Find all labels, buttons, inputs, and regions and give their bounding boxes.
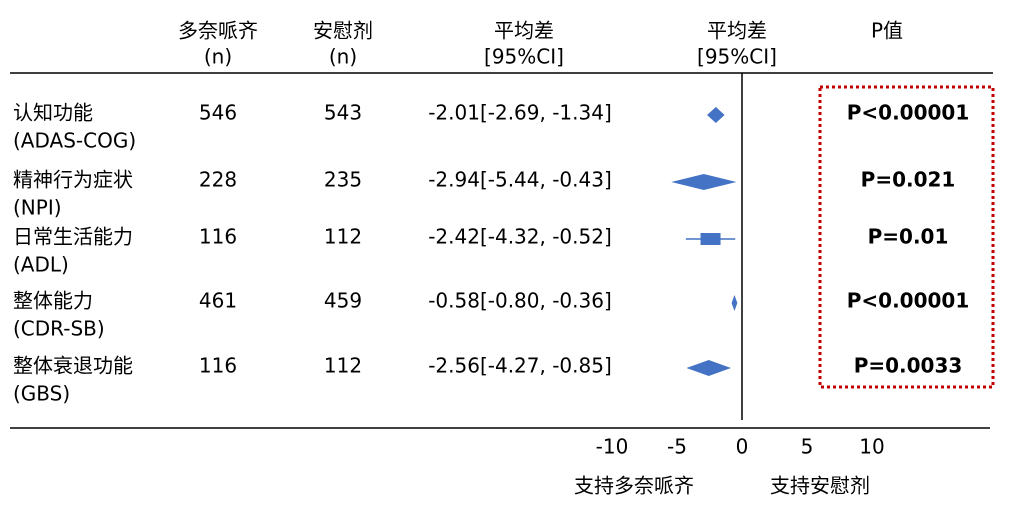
row-label: 整体衰退功能 — [13, 354, 133, 378]
x-tick-label: 10 — [859, 435, 884, 459]
ci-diamond — [671, 174, 737, 190]
column-header: 安慰剂 — [313, 19, 373, 43]
x-axis-label: 支持多奈哌齐 — [574, 474, 694, 498]
n-placebo: 112 — [324, 354, 362, 378]
n-drug: 546 — [199, 101, 237, 125]
n-placebo: 235 — [324, 168, 362, 192]
row-label: (NPI) — [13, 196, 62, 220]
n-drug: 228 — [199, 168, 237, 192]
x-tick-label: -10 — [596, 435, 629, 459]
row-label: 认知功能 — [13, 101, 93, 125]
p-value: P<0.00001 — [847, 289, 970, 313]
n-drug: 116 — [199, 354, 237, 378]
column-header: [95%CI] — [484, 45, 564, 69]
row-label: 整体能力 — [13, 289, 93, 313]
column-header: 平均差 — [494, 19, 554, 43]
x-tick-label: 5 — [801, 435, 814, 459]
n-placebo: 459 — [324, 289, 362, 313]
p-value: P=0.021 — [861, 168, 956, 192]
row-label: (CDR-SB) — [13, 317, 105, 341]
ci-diamond — [731, 295, 738, 311]
p-value: P<0.00001 — [847, 101, 970, 125]
row-label: 日常生活能力 — [13, 225, 133, 249]
value-label: -2.42[-4.32, -0.52] — [428, 225, 612, 249]
p-value-box — [818, 85, 995, 389]
plot-header: [95%CI] — [697, 45, 777, 69]
n-drug: 116 — [199, 225, 237, 249]
value-label: -0.58[-0.80, -0.36] — [428, 289, 612, 313]
ci-diamond — [707, 107, 725, 123]
value-label: -2.94[-5.44, -0.43] — [428, 168, 612, 192]
ci-diamond — [686, 360, 731, 376]
p-header: P值 — [871, 19, 903, 43]
point-estimate — [700, 233, 721, 245]
p-value: P=0.0033 — [854, 354, 963, 378]
n-placebo: 543 — [324, 101, 362, 125]
column-header: (n) — [329, 45, 357, 69]
value-label: -2.56[-4.27, -0.85] — [428, 354, 612, 378]
plot-header: 平均差 — [707, 19, 767, 43]
x-tick-label: 0 — [736, 435, 749, 459]
row-label: 精神行为症状 — [13, 168, 133, 192]
value-label: -2.01[-2.69, -1.34] — [428, 101, 612, 125]
row-label: (GBS) — [13, 382, 70, 406]
row-label: (ADL) — [13, 253, 69, 277]
x-tick-label: -5 — [667, 435, 687, 459]
p-value: P=0.01 — [868, 225, 949, 249]
column-header: 多奈哌齐 — [178, 19, 258, 43]
column-header: (n) — [204, 45, 232, 69]
n-placebo: 112 — [324, 225, 362, 249]
row-label: (ADAS-COG) — [13, 129, 136, 153]
n-drug: 461 — [199, 289, 237, 313]
x-axis-label: 支持安慰剂 — [770, 474, 870, 498]
